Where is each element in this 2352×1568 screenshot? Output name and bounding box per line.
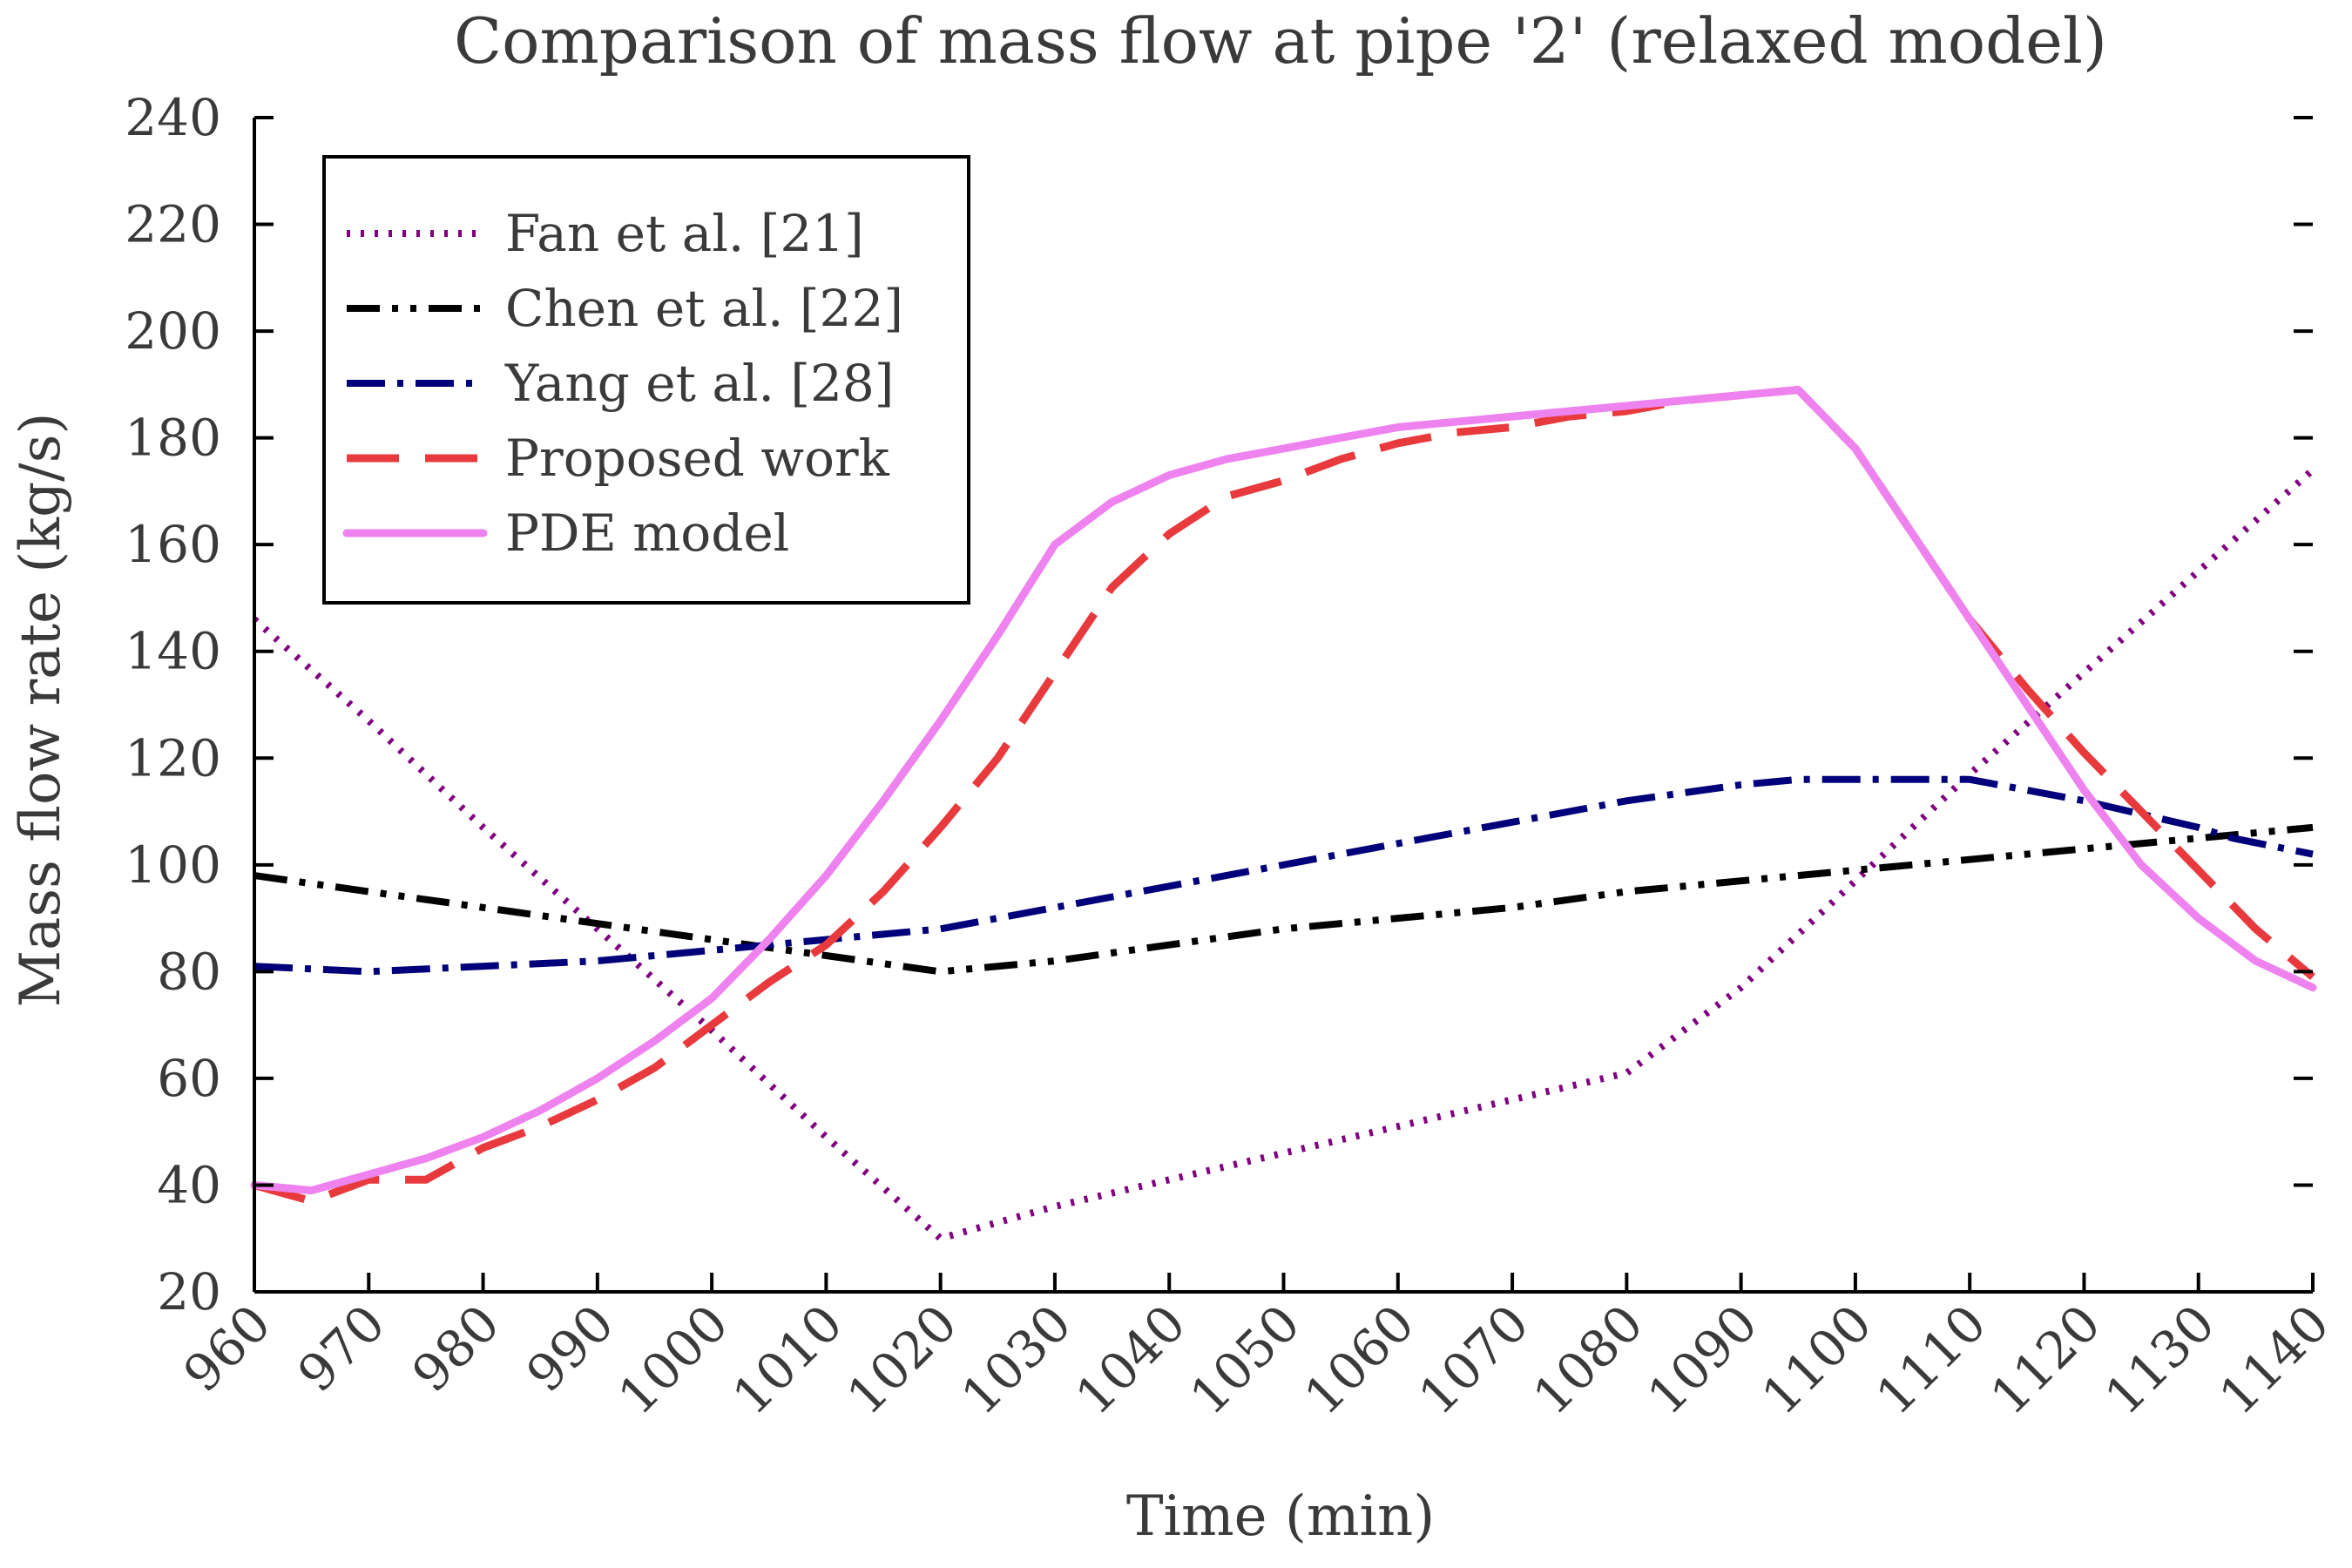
- legend-label-2: Chen et al. [22]: [505, 279, 903, 338]
- x-tick-label: 980: [401, 1294, 510, 1403]
- x-tick-label: 1140: [2207, 1294, 2340, 1426]
- legend-label-5: PDE model: [505, 504, 789, 563]
- x-tick-label: 1130: [2093, 1294, 2226, 1426]
- y-tick-label: 80: [157, 942, 221, 1001]
- x-tick-label: 1070: [1407, 1294, 1539, 1426]
- legend-label-4: Proposed work: [505, 429, 890, 488]
- legend-label-1: Fan et al. [21]: [505, 204, 864, 263]
- x-tick-label: 1010: [721, 1294, 854, 1426]
- y-tick-label: 20: [157, 1262, 221, 1321]
- plot-series: [250, 386, 2317, 1242]
- y-ticks: 20 40 60 80 100 120 140 160 180 200 220 240: [125, 88, 2313, 1321]
- x-tick-label: 1050: [1179, 1294, 1311, 1426]
- y-tick-label: 60: [157, 1049, 221, 1108]
- y-tick-label: 180: [125, 409, 221, 468]
- x-tick-label: 1020: [835, 1294, 968, 1426]
- y-tick-label: 240: [125, 88, 221, 147]
- x-tick-label: 1000: [607, 1294, 740, 1426]
- chart-title: Comparison of mass flow at pipe '2' (rel…: [454, 4, 2107, 78]
- y-axis-label: Mass flow rate (kg/s): [9, 413, 73, 1008]
- legend-label-3: Yang et al. [28]: [504, 354, 894, 413]
- series-line-5: [250, 386, 2317, 1195]
- x-tick-label: 1100: [1750, 1294, 1882, 1426]
- y-tick-label: 160: [125, 515, 221, 574]
- x-tick-label: 1060: [1293, 1294, 1425, 1426]
- x-tick-label: 1080: [1522, 1294, 1654, 1426]
- y-tick-label: 200: [125, 301, 221, 361]
- x-axis-label: Time (min): [1126, 1484, 1435, 1549]
- series-line-2: [253, 823, 2314, 976]
- legend: Fan et al. [21] Chen et al. [22] Yang et a…: [322, 155, 970, 605]
- x-tick-label: 1040: [1064, 1294, 1197, 1426]
- x-ticks: 960 970 980 9901000101010201030104010501060…: [172, 1273, 2341, 1426]
- x-tick-label: 1110: [1865, 1294, 1997, 1426]
- x-tick-label: 1090: [1636, 1294, 1768, 1426]
- y-tick-label: 220: [125, 195, 221, 254]
- y-tick-label: 140: [125, 622, 221, 681]
- series-line-1: [252, 467, 2315, 1242]
- x-tick-label: 970: [287, 1294, 396, 1403]
- y-tick-label: 100: [125, 835, 221, 895]
- x-tick-label: 1030: [950, 1294, 1082, 1426]
- series-line-3: [253, 775, 2314, 976]
- x-tick-label: 1120: [1979, 1294, 2112, 1426]
- y-tick-label: 40: [157, 1155, 221, 1214]
- y-tick-label: 120: [125, 728, 221, 787]
